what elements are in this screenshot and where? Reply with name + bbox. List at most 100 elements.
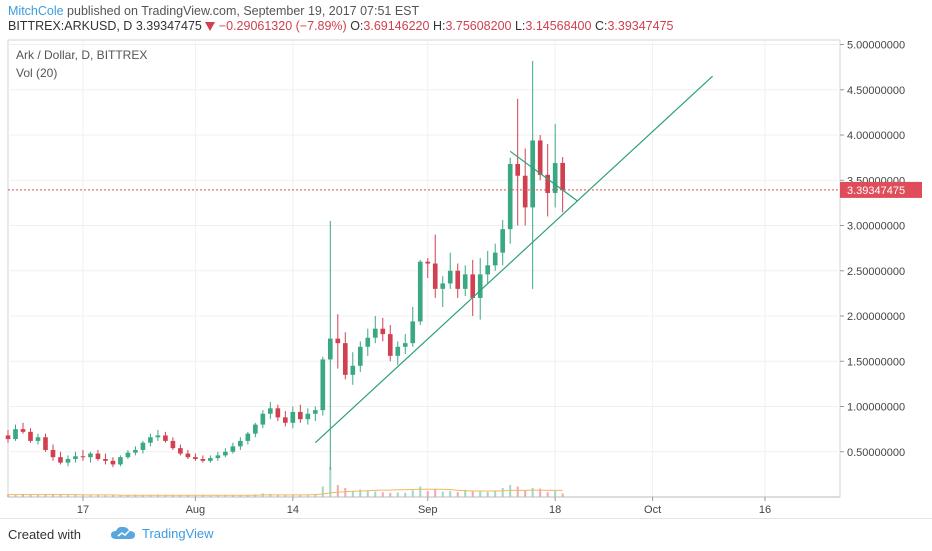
candle — [387, 325, 393, 362]
volume-bar — [216, 495, 219, 497]
candle — [417, 259, 423, 326]
candle-body — [492, 252, 498, 266]
ohlc-bar: BITTREX:ARKUSD, D 3.39347475 −0.29061320… — [8, 19, 673, 33]
volume-bar — [336, 485, 339, 497]
candle-body — [215, 455, 221, 459]
candle-body — [13, 429, 18, 440]
candle — [530, 60, 536, 289]
candle — [20, 422, 26, 434]
candle-body — [170, 440, 176, 449]
y-tick-label: 2.50000000 — [847, 266, 905, 278]
volume-bar — [186, 495, 189, 497]
candle — [103, 453, 108, 465]
candle-body — [470, 274, 476, 298]
volume-bar — [456, 492, 459, 497]
candle — [170, 437, 176, 450]
volume-bar — [299, 494, 302, 497]
volume-bar — [494, 490, 497, 497]
volume-bar — [314, 494, 317, 497]
volume-bar — [404, 492, 407, 497]
candle — [342, 332, 348, 380]
candle-body — [238, 440, 243, 447]
candle — [133, 446, 138, 456]
volume-bar — [434, 488, 437, 497]
candle-body — [455, 270, 461, 289]
volume-bar — [59, 494, 62, 497]
volume-bar — [351, 491, 354, 497]
candle — [290, 406, 296, 429]
volume-bar — [126, 494, 129, 497]
candle — [185, 449, 191, 459]
candle — [208, 455, 213, 463]
volume-bar — [89, 495, 92, 497]
candle-body — [485, 265, 491, 275]
trendline — [509, 150, 579, 202]
volume-bar — [501, 488, 504, 497]
x-tick-label: 17 — [77, 504, 89, 516]
last-price-box — [840, 181, 922, 198]
volume-bar — [359, 489, 362, 497]
y-tick-label: 2.00000000 — [847, 311, 905, 323]
candle — [283, 411, 288, 427]
candle — [43, 433, 48, 452]
candle — [515, 98, 521, 226]
candle-body — [133, 449, 138, 453]
publish-header: MitchCole published on TradingView.com, … — [8, 4, 419, 18]
candle — [245, 431, 251, 445]
candle — [253, 422, 258, 438]
candle-body — [223, 451, 228, 456]
candle-body — [312, 410, 318, 414]
volume-bar — [29, 494, 32, 497]
candle — [357, 341, 363, 373]
candle — [260, 410, 266, 429]
volume-bar — [486, 491, 489, 497]
candle-body — [342, 343, 348, 375]
last-price: 3.39347475 — [135, 19, 202, 33]
volume-bar — [479, 491, 482, 497]
candle — [485, 250, 491, 284]
candle — [365, 328, 371, 356]
candle-body — [245, 433, 251, 441]
y-tick-label: 1.50000000 — [847, 356, 905, 368]
candle — [13, 424, 18, 441]
candle — [462, 265, 468, 297]
candle — [35, 433, 41, 445]
volume-bar — [516, 486, 519, 497]
volume-bar — [291, 494, 294, 497]
candle — [215, 451, 221, 461]
candle — [447, 252, 453, 289]
candle-body — [155, 435, 161, 438]
volume-bar — [426, 491, 429, 497]
candle — [470, 259, 476, 317]
volume-bar — [209, 495, 212, 497]
candle — [88, 451, 93, 463]
volume-bars — [7, 467, 564, 497]
y-tick-label: 4.50000000 — [847, 85, 905, 97]
chart-grid — [7, 39, 841, 498]
candle — [110, 457, 116, 468]
price-chart[interactable]: 5.000000004.500000004.000000003.50000000… — [0, 0, 932, 518]
candle-body — [395, 346, 401, 356]
tradingview-cloud-icon — [111, 526, 135, 539]
author-link[interactable]: MitchCole — [8, 4, 64, 18]
trendlines — [314, 75, 713, 444]
y-tick-label: 4.00000000 — [847, 130, 905, 142]
candle-body — [320, 359, 326, 411]
candle-body — [20, 429, 26, 432]
brand-link[interactable]: TradingView — [110, 525, 214, 541]
candle — [148, 433, 153, 447]
close-value: 3.39347475 — [607, 19, 674, 33]
candle-body — [88, 453, 93, 458]
candle-body — [125, 452, 131, 458]
candle — [380, 317, 386, 342]
open-value: 3.69146220 — [363, 19, 430, 33]
candle-body — [65, 458, 71, 463]
series-title: Ark / Dollar, D, BITTREX — [16, 48, 148, 62]
candle — [163, 431, 168, 443]
candle-body — [305, 413, 311, 420]
candle-body — [193, 457, 198, 459]
candle — [58, 451, 63, 465]
candle-body — [80, 456, 86, 458]
volume-bar — [374, 491, 377, 497]
volume-bar — [194, 495, 197, 497]
